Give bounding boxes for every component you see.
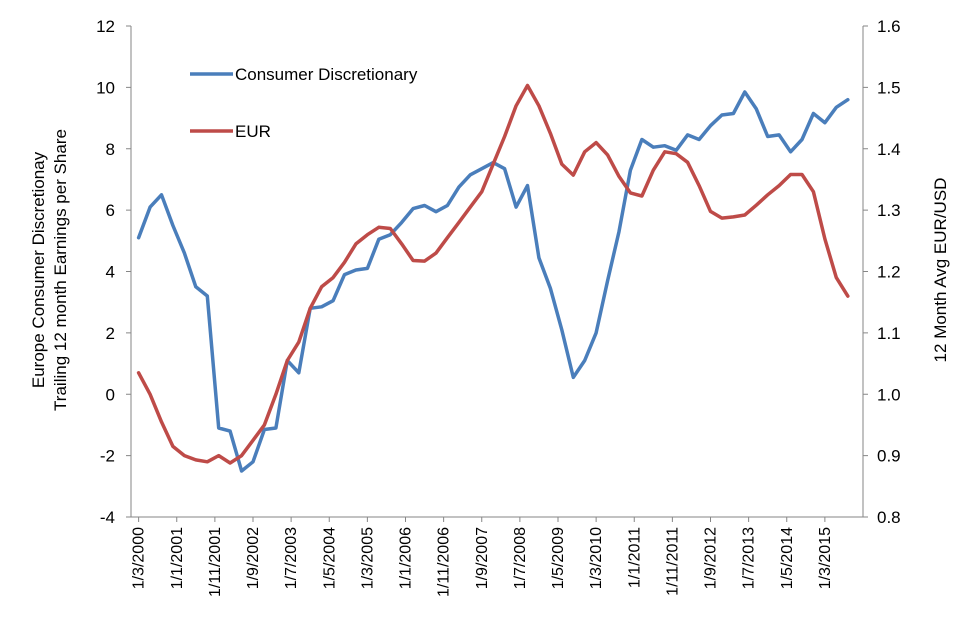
- right-tick-label: 1.4: [877, 140, 901, 159]
- left-tick-label: 6: [106, 201, 115, 220]
- right-tick-label: 1.6: [877, 17, 901, 36]
- right-axis-title: 12 Month Avg EUR/USD: [931, 178, 950, 363]
- x-tick-label: 1/3/2005: [359, 527, 376, 589]
- right-tick-label: 1.5: [877, 78, 901, 97]
- left-tick-label: 2: [106, 324, 115, 343]
- x-tick-label: 1/9/2002: [245, 527, 262, 589]
- x-tick-label: 1/7/2013: [741, 527, 758, 589]
- x-tick-label: 1/11/2001: [207, 527, 224, 597]
- x-tick-label: 1/9/2007: [474, 527, 491, 589]
- right-tick-label: 0.9: [877, 447, 901, 466]
- right-y-ticks: 0.8 0.9 1.0 1.1 1.2 1.3 1.4 1.5 1.6: [863, 17, 901, 527]
- x-tick-label: 1/7/2008: [512, 527, 529, 589]
- left-tick-label: -4: [100, 508, 115, 527]
- x-tick-label: 1/9/2012: [703, 527, 720, 589]
- left-tick-label: 4: [106, 263, 115, 282]
- x-tick-label: 1/11/2006: [436, 527, 453, 597]
- x-tick-label: 1/11/2011: [664, 527, 681, 596]
- left-tick-label: 12: [96, 17, 115, 36]
- plot-frame: [130, 26, 864, 518]
- x-tick-label: 1/5/2004: [321, 527, 338, 589]
- right-tick-label: 1.1: [877, 324, 901, 343]
- legend-label-eur: EUR: [235, 122, 271, 141]
- x-tick-label: 1/1/2011: [626, 527, 643, 588]
- x-tick-label: 1/3/2010: [588, 527, 605, 589]
- series-layer: [136, 83, 850, 473]
- left-axis-title-line-2: Trailing 12 month Earnings per Share: [51, 129, 70, 411]
- x-tick-label: 1/1/2006: [398, 527, 415, 589]
- series-line-eur: [136, 83, 850, 465]
- legend-label-consumer-discretionary: Consumer Discretionary: [235, 65, 418, 84]
- left-axis-title-line-1: Europe Consumer Discretionay: [29, 151, 48, 388]
- right-tick-label: 0.8: [877, 508, 901, 527]
- right-tick-label: 1.3: [877, 201, 901, 220]
- left-tick-label: -2: [100, 447, 115, 466]
- left-tick-label: 10: [96, 78, 115, 97]
- left-y-ticks: -4 -2 0 2 4 6 8 10 12: [96, 17, 131, 527]
- right-tick-label: 1.0: [877, 385, 901, 404]
- x-tick-label: 1/3/2000: [131, 527, 148, 589]
- x-tick-label: 1/5/2009: [550, 527, 567, 589]
- right-tick-label: 1.2: [877, 263, 901, 282]
- x-tick-label: 1/1/2001: [169, 527, 186, 589]
- left-tick-label: 0: [106, 385, 115, 404]
- series-line-consumer-discretionary: [136, 90, 850, 473]
- x-tick-label: 1/3/2015: [817, 527, 834, 589]
- x-ticks: 1/3/2000 1/1/2001 1/11/2001 1/9/2002 1/7/200…: [131, 517, 834, 597]
- x-tick-label: 1/5/2014: [779, 527, 796, 589]
- x-tick-label: 1/7/2003: [283, 527, 300, 589]
- left-tick-label: 8: [106, 140, 115, 159]
- legend: Consumer Discretionary EUR: [190, 65, 418, 141]
